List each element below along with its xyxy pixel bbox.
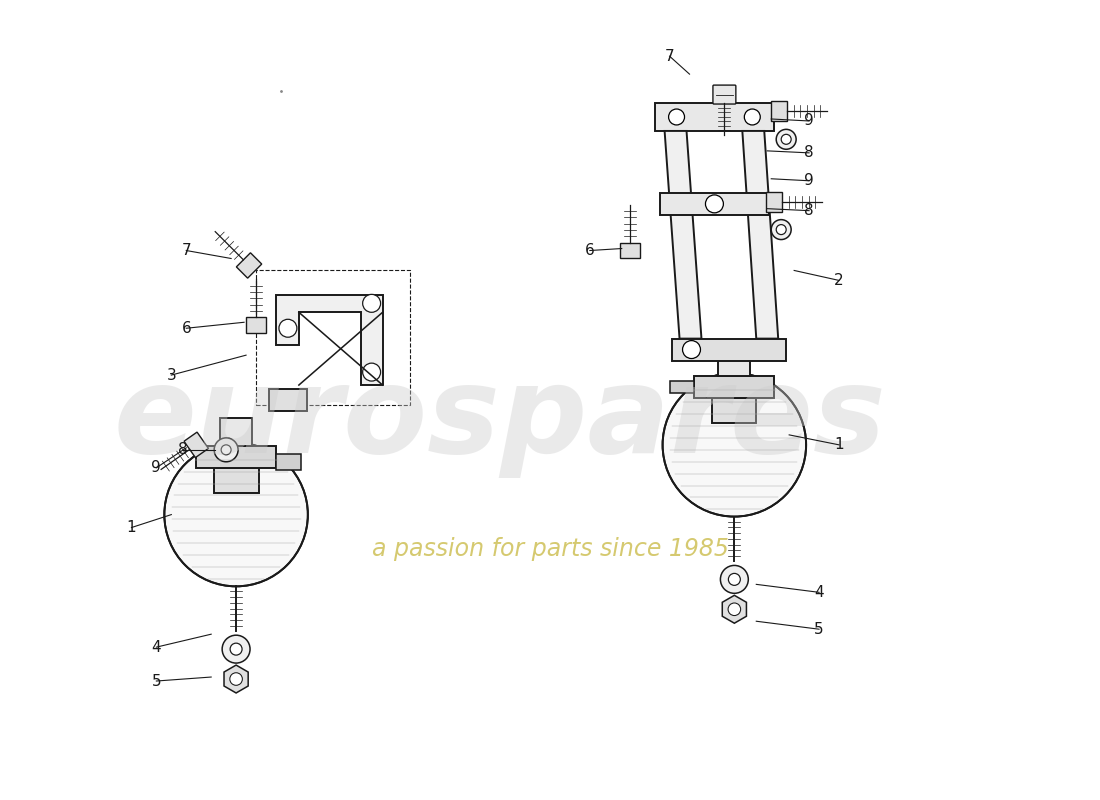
Polygon shape (742, 131, 778, 338)
Circle shape (164, 443, 308, 586)
Polygon shape (771, 102, 788, 122)
Polygon shape (246, 318, 266, 334)
Polygon shape (276, 295, 383, 385)
Bar (213, 468, 258, 493)
FancyBboxPatch shape (713, 85, 736, 104)
Text: 9: 9 (152, 460, 162, 475)
Polygon shape (670, 382, 694, 394)
Polygon shape (276, 454, 301, 470)
Polygon shape (224, 665, 249, 693)
Bar (220, 418, 252, 446)
Text: 8: 8 (804, 203, 814, 218)
Text: 6: 6 (585, 243, 595, 258)
Text: 1: 1 (126, 520, 136, 535)
Bar (718, 349, 750, 377)
Circle shape (720, 566, 748, 594)
Bar (713, 398, 757, 423)
Bar (654, 103, 774, 131)
Circle shape (363, 363, 381, 381)
Polygon shape (184, 432, 209, 458)
Text: 6: 6 (182, 321, 191, 336)
Circle shape (222, 635, 250, 663)
Polygon shape (236, 253, 262, 278)
Text: 4: 4 (152, 640, 162, 654)
Circle shape (662, 373, 806, 517)
Text: 1: 1 (834, 438, 844, 452)
Text: 4: 4 (814, 585, 824, 600)
Circle shape (230, 643, 242, 655)
Text: 9: 9 (804, 114, 814, 129)
Circle shape (705, 195, 724, 213)
Text: eurospares: eurospares (113, 362, 887, 478)
Text: 5: 5 (814, 622, 824, 637)
Text: 8: 8 (804, 146, 814, 160)
Circle shape (279, 319, 297, 338)
Circle shape (363, 294, 381, 312)
Circle shape (230, 673, 242, 686)
Polygon shape (619, 242, 640, 258)
Text: 2: 2 (834, 273, 844, 288)
Circle shape (728, 574, 740, 586)
Circle shape (777, 130, 796, 150)
Text: a passion for parts since 1985: a passion for parts since 1985 (372, 538, 728, 562)
Bar (694, 377, 774, 398)
Bar (270, 389, 307, 411)
Circle shape (781, 134, 791, 144)
Circle shape (777, 225, 786, 234)
Bar (672, 338, 786, 361)
Polygon shape (723, 595, 747, 623)
Circle shape (221, 445, 231, 455)
Polygon shape (664, 131, 702, 338)
Text: 3: 3 (166, 367, 176, 382)
Circle shape (728, 603, 740, 615)
Text: 7: 7 (182, 243, 191, 258)
Text: 7: 7 (664, 49, 674, 64)
Circle shape (214, 438, 238, 462)
Circle shape (771, 220, 791, 239)
Text: 8: 8 (178, 442, 188, 458)
Bar (660, 193, 769, 215)
Text: 5: 5 (152, 674, 162, 689)
Circle shape (745, 109, 760, 125)
Polygon shape (767, 192, 782, 212)
Circle shape (682, 341, 701, 358)
Circle shape (669, 109, 684, 125)
Bar (196, 446, 276, 468)
Text: 9: 9 (804, 174, 814, 188)
